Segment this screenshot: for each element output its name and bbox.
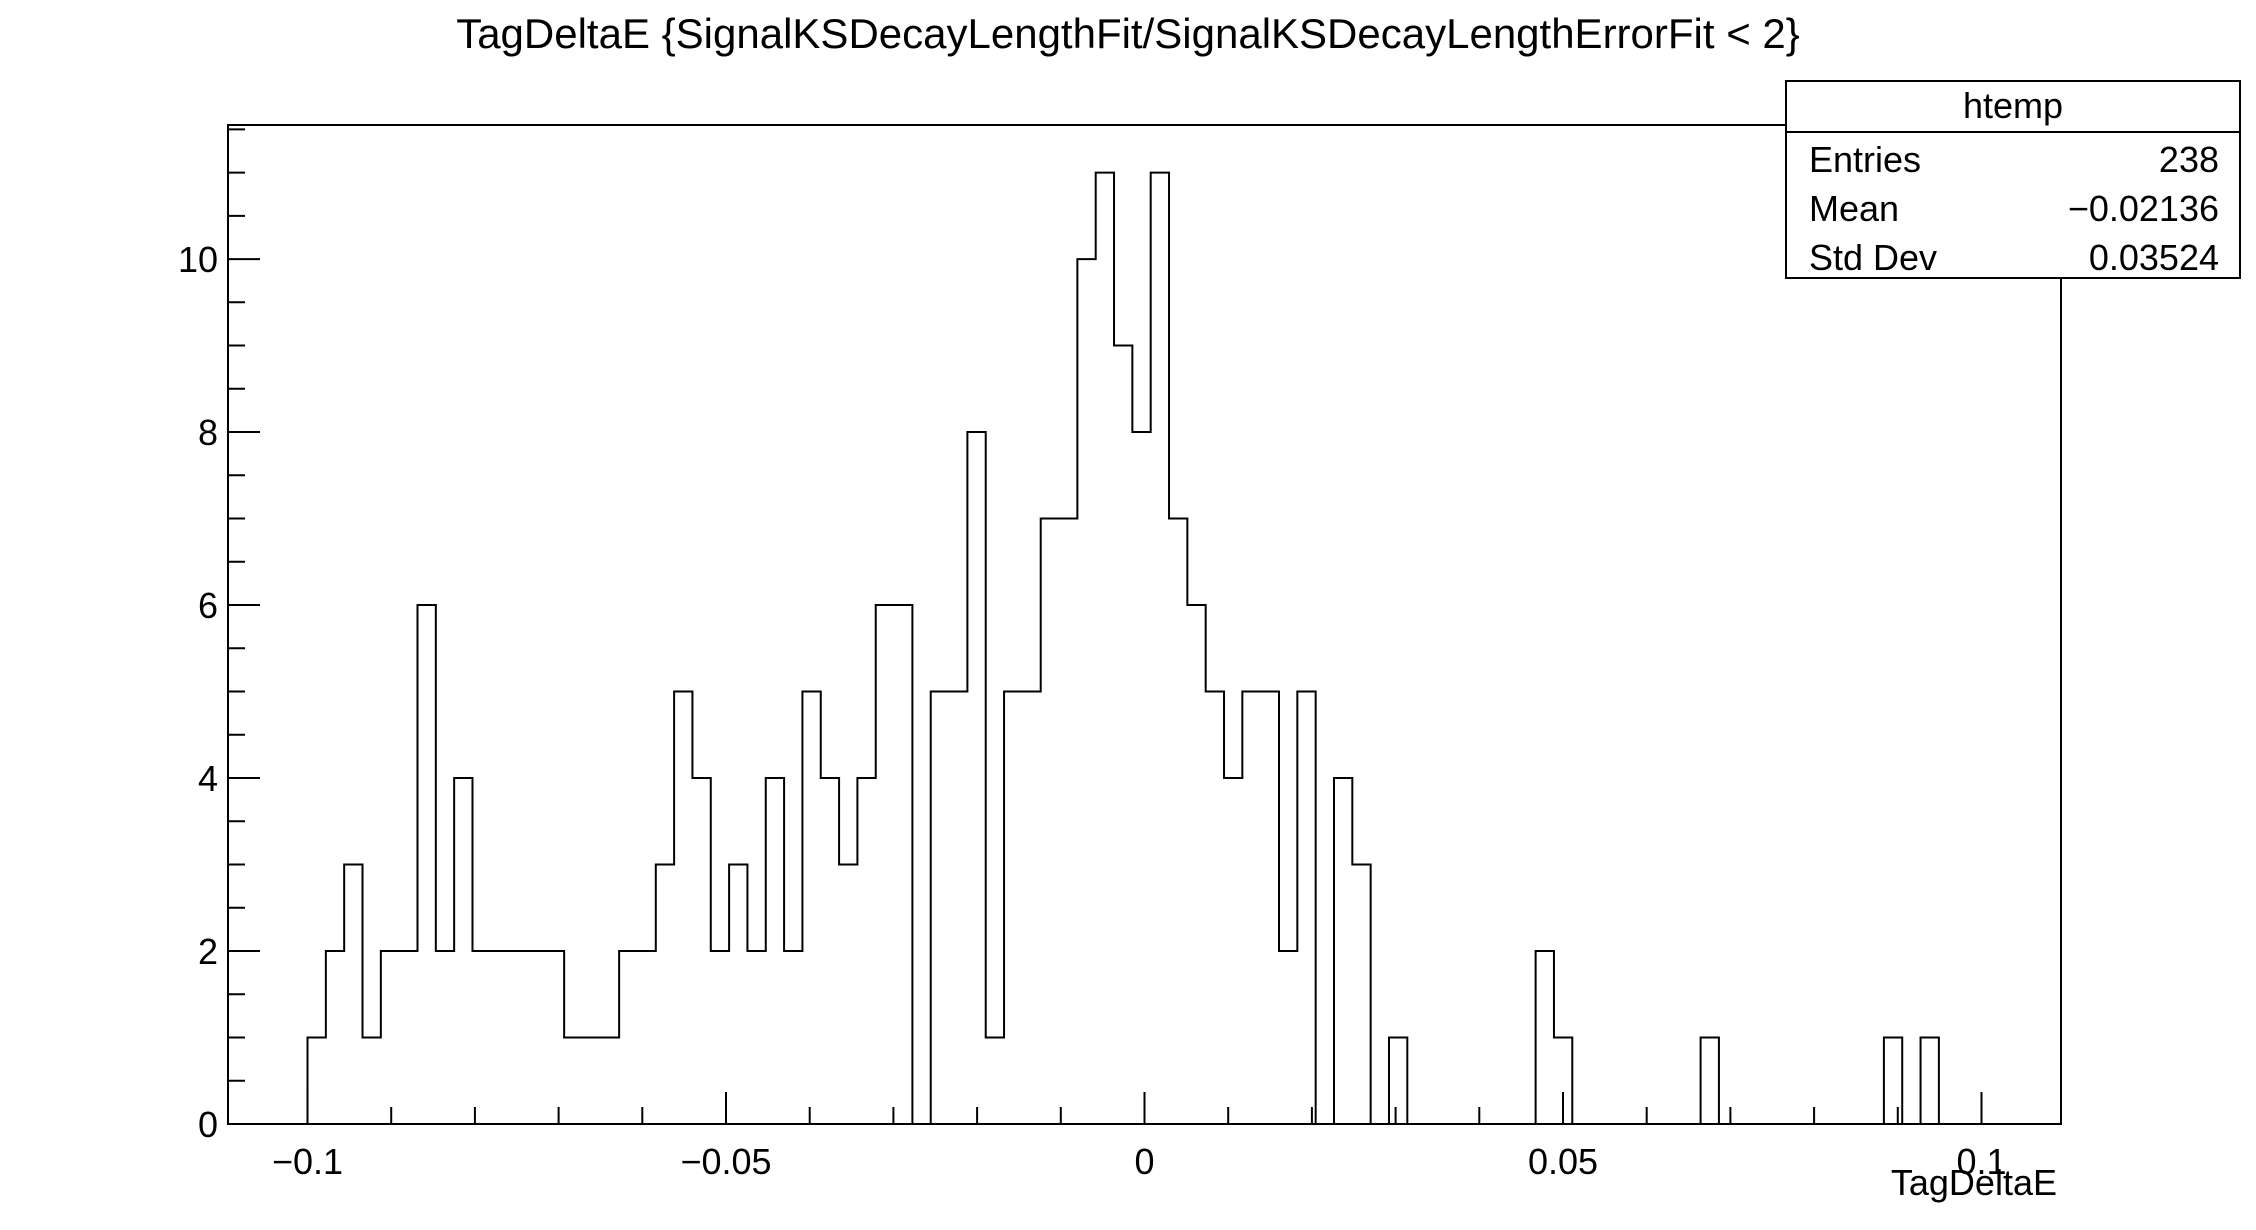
histogram-bin bbox=[527, 951, 545, 1124]
x-tick-label: 0.05 bbox=[1528, 1141, 1598, 1182]
histogram-bin bbox=[894, 605, 912, 1124]
histogram-bin bbox=[436, 951, 454, 1124]
histogram-bin bbox=[857, 778, 875, 1124]
histogram-outline bbox=[306, 171, 1940, 1125]
histogram-bin bbox=[931, 692, 949, 1124]
histogram-bin bbox=[546, 951, 564, 1124]
stats-key: Mean bbox=[1809, 188, 1900, 229]
histogram-bin bbox=[619, 951, 637, 1124]
histogram-bin bbox=[839, 865, 857, 1124]
axis-tick-labels: 0 2 4 6 8 10 −0.1 −0.05 0 0.05 0.1 bbox=[178, 239, 2007, 1182]
histogram-bin bbox=[1352, 865, 1370, 1124]
stats-box-title: htemp bbox=[1787, 82, 2239, 133]
histogram-bin bbox=[637, 951, 655, 1124]
histogram-bin bbox=[344, 865, 362, 1124]
y-tick-label: 4 bbox=[198, 758, 218, 799]
histogram-bin bbox=[949, 692, 967, 1124]
histogram-bin bbox=[454, 778, 472, 1124]
histogram-bin bbox=[601, 1038, 619, 1124]
histogram-bin bbox=[1261, 692, 1279, 1124]
histogram-bin bbox=[509, 951, 527, 1124]
histogram-bin bbox=[381, 951, 399, 1124]
histogram-bin bbox=[1096, 173, 1114, 1124]
histogram-bin bbox=[1297, 692, 1315, 1124]
histogram-bin bbox=[582, 1038, 600, 1124]
histogram-bin bbox=[876, 605, 894, 1124]
histogram-bin bbox=[821, 778, 839, 1124]
stats-value: 238 bbox=[2158, 139, 2219, 180]
histogram-bin bbox=[1224, 778, 1242, 1124]
histogram-bin bbox=[1187, 605, 1205, 1124]
histogram-bin bbox=[692, 778, 710, 1124]
histogram-bin bbox=[1169, 519, 1187, 1124]
histogram-bin bbox=[986, 1038, 1004, 1124]
y-tick-label: 10 bbox=[178, 239, 218, 280]
histogram-bin bbox=[417, 605, 435, 1124]
histogram-bin bbox=[1114, 346, 1132, 1124]
histogram-bin bbox=[656, 865, 674, 1124]
histogram-bin bbox=[1536, 951, 1554, 1124]
histogram-bin bbox=[363, 1038, 381, 1124]
histogram-bin bbox=[1041, 519, 1059, 1124]
histogram-bin bbox=[1077, 259, 1095, 1124]
x-tick-label: 0.1 bbox=[1956, 1141, 2006, 1182]
x-tick-label: −0.1 bbox=[272, 1141, 343, 1182]
x-axis-label: TagDeltaE bbox=[1890, 1162, 2057, 1203]
histogram-bin bbox=[1701, 1038, 1719, 1124]
histogram-bin bbox=[326, 951, 344, 1124]
histogram-bin bbox=[1279, 951, 1297, 1124]
histogram-bin bbox=[674, 692, 692, 1124]
y-tick-label: 2 bbox=[198, 931, 218, 972]
histogram-bins bbox=[308, 173, 1939, 1124]
stats-value: 0.03524 bbox=[2088, 237, 2219, 278]
histogram-bin bbox=[1334, 778, 1352, 1124]
histogram-bin bbox=[967, 432, 985, 1124]
histogram-bin bbox=[472, 951, 490, 1124]
histogram-bin bbox=[1389, 1038, 1407, 1124]
stats-row-stddev: Std Dev 0.03524 bbox=[1787, 231, 2239, 280]
histogram-bin bbox=[1884, 1038, 1902, 1124]
stats-row-entries: Entries 238 bbox=[1787, 133, 2239, 182]
histogram-bin bbox=[1921, 1038, 1939, 1124]
y-tick-label: 6 bbox=[198, 585, 218, 626]
histogram-bin bbox=[766, 778, 784, 1124]
x-tick-label: 0 bbox=[1134, 1141, 1154, 1182]
histogram-bin bbox=[1151, 173, 1169, 1124]
histogram-bin bbox=[491, 951, 509, 1124]
histogram-bin bbox=[564, 1038, 582, 1124]
histogram-bin bbox=[1022, 692, 1040, 1124]
histogram-bin bbox=[747, 951, 765, 1124]
stats-key: Std Dev bbox=[1809, 237, 1938, 278]
stats-value: −0.02136 bbox=[2067, 188, 2219, 229]
histogram-bin bbox=[1206, 692, 1224, 1124]
y-tick-label: 0 bbox=[198, 1104, 218, 1145]
histogram-bin bbox=[308, 1038, 326, 1124]
histogram-bin bbox=[399, 951, 417, 1124]
stats-key: Entries bbox=[1809, 139, 1922, 180]
histogram-bin bbox=[1059, 519, 1077, 1124]
stats-row-mean: Mean −0.02136 bbox=[1787, 182, 2239, 231]
histogram-bin bbox=[1132, 432, 1150, 1124]
stats-box: htemp Entries 238 Mean −0.02136 Std Dev … bbox=[1785, 80, 2241, 279]
histogram-bin bbox=[802, 692, 820, 1124]
histogram-bin bbox=[1004, 692, 1022, 1124]
chart-title: TagDeltaE {SignalKSDecayLengthFit/Signal… bbox=[456, 10, 1800, 57]
y-tick-label: 8 bbox=[198, 412, 218, 453]
histogram-bin bbox=[784, 951, 802, 1124]
x-tick-label: −0.05 bbox=[680, 1141, 771, 1182]
histogram-bin bbox=[729, 865, 747, 1124]
axis-ticks bbox=[228, 128, 1983, 1125]
histogram-bin bbox=[1242, 692, 1260, 1124]
